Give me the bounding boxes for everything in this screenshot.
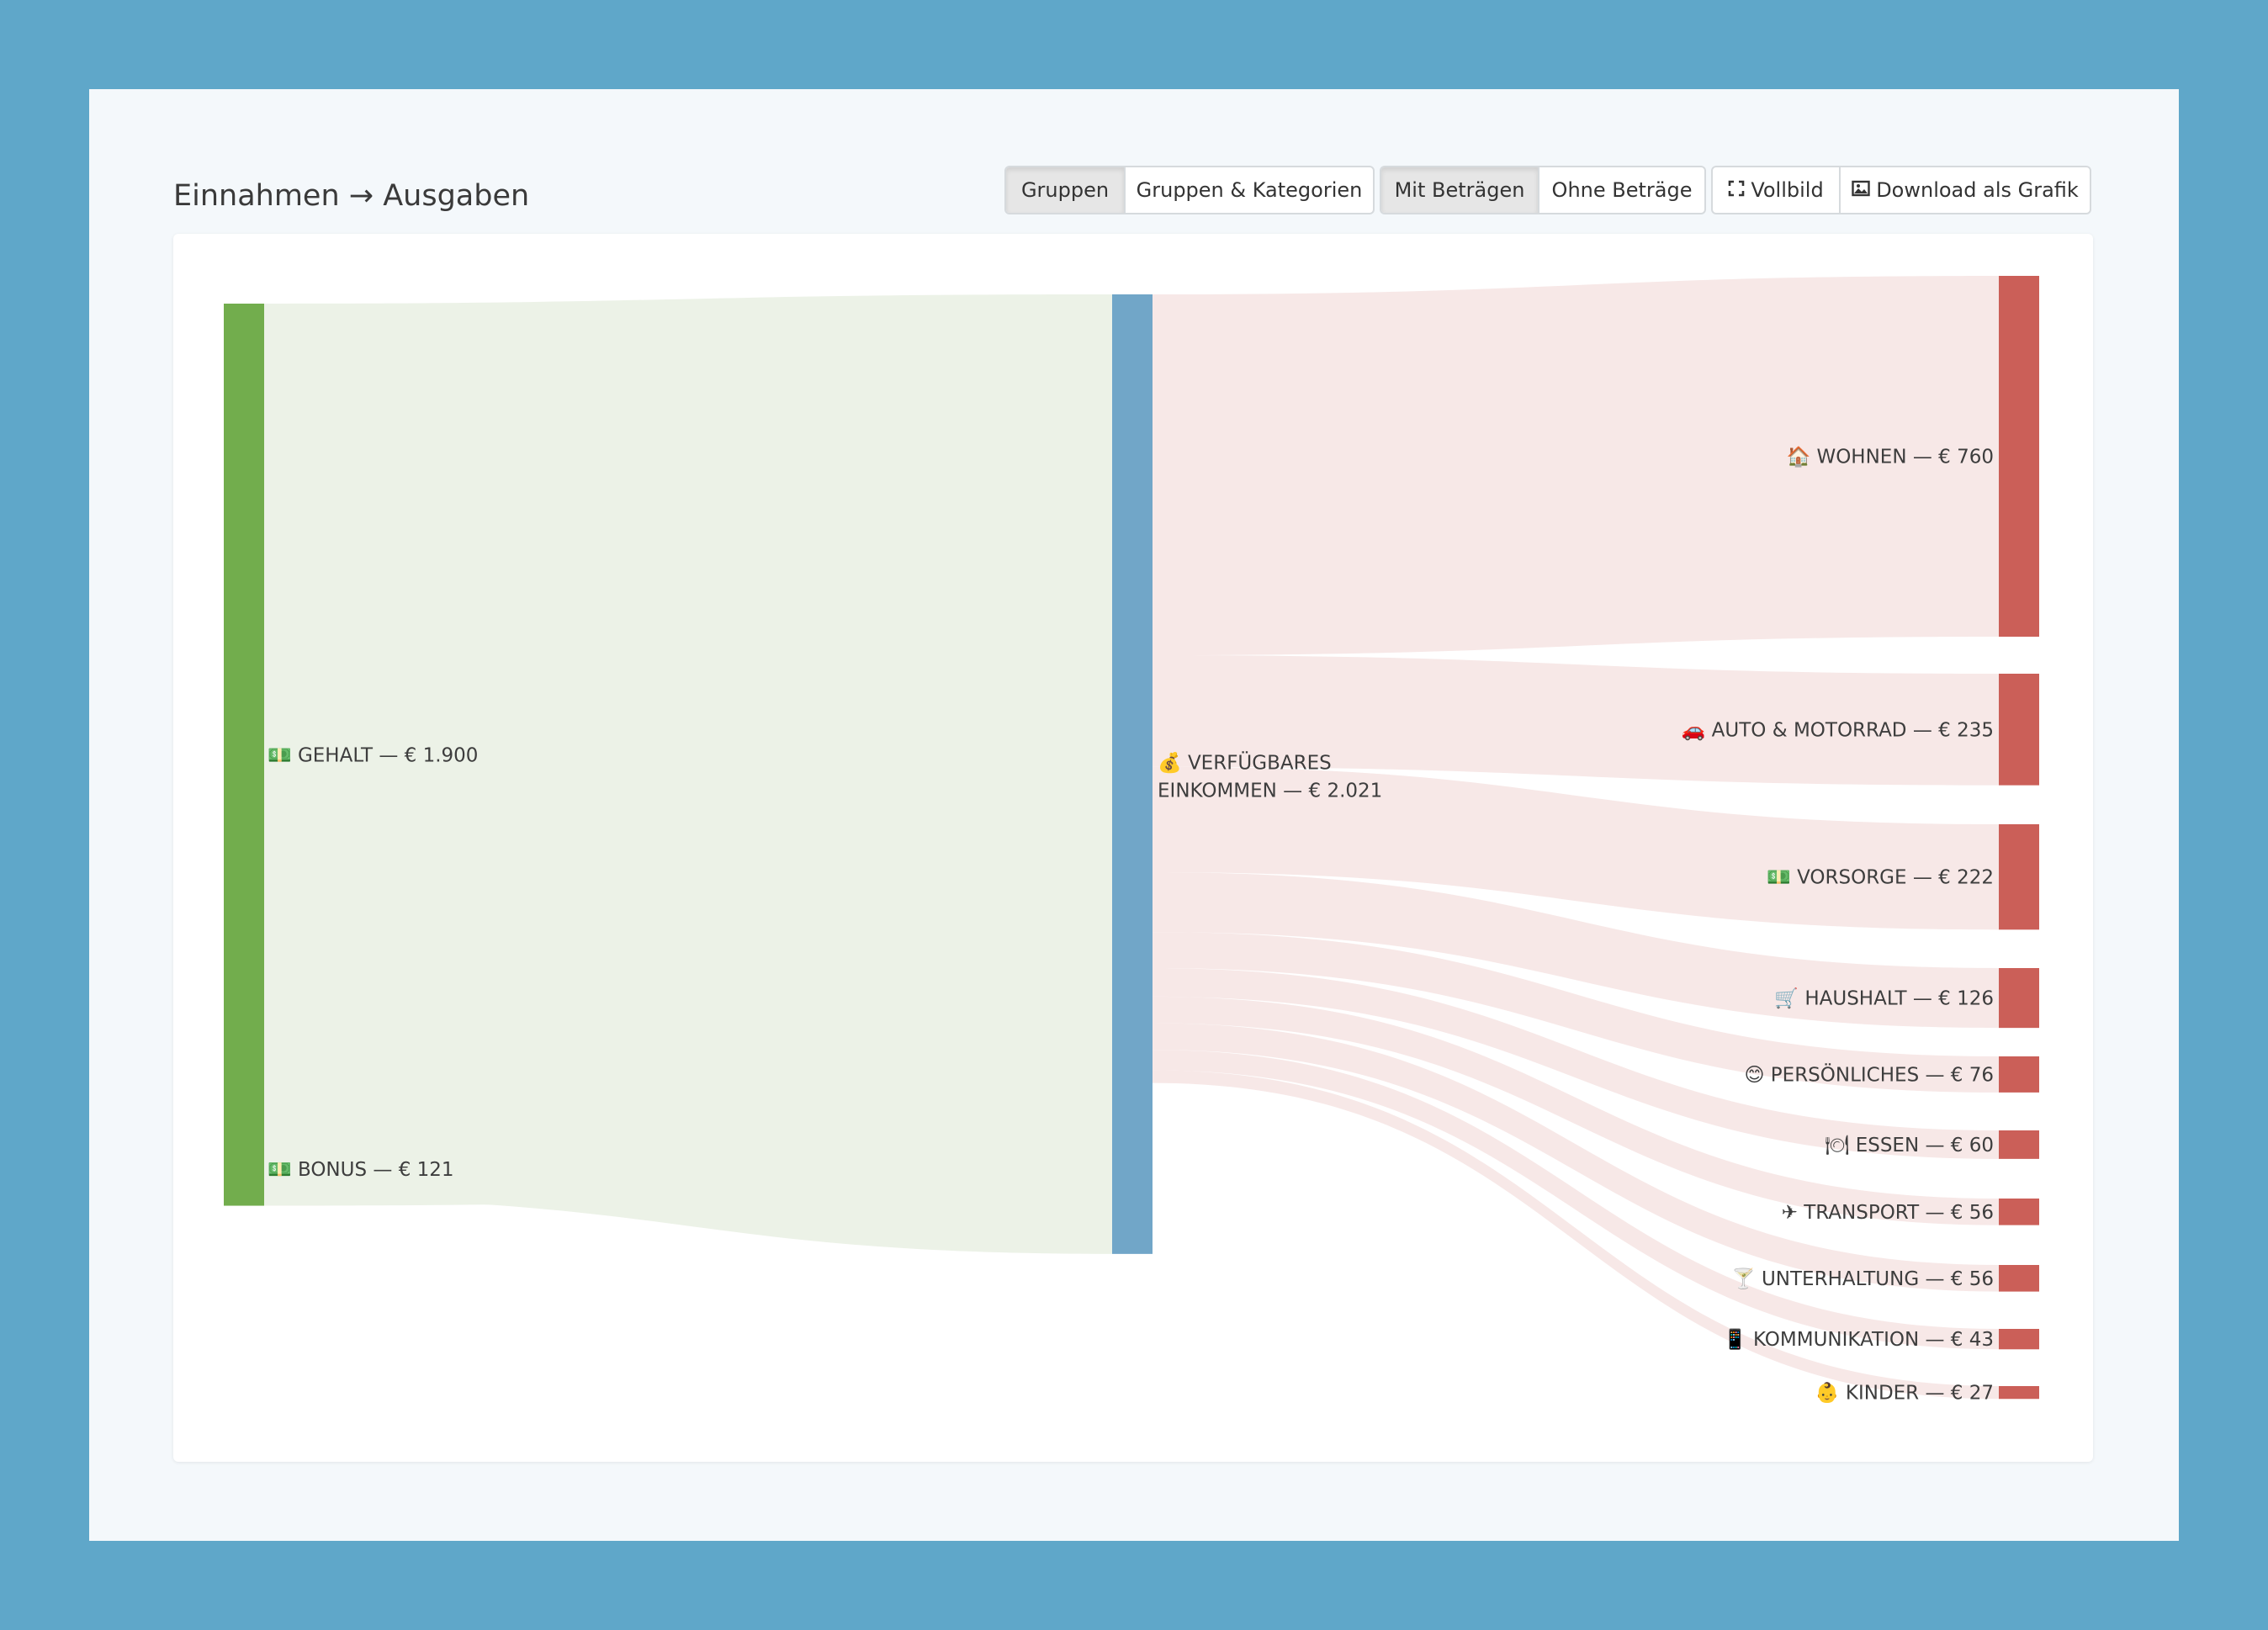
expense-flow xyxy=(1153,1023,1999,1292)
target-node xyxy=(1999,1265,2039,1292)
expense-flow xyxy=(1153,276,1999,656)
amount-toggle: Mit Beträgen Ohne Beträge xyxy=(1380,166,1706,214)
with-amounts-button[interactable]: Mit Beträgen xyxy=(1381,167,1539,213)
target-label: 😊 PERSÖNLICHES — € 76 xyxy=(1745,1062,1995,1086)
expense-flow xyxy=(1153,871,1999,1029)
target-node xyxy=(1999,674,2039,786)
expand-icon xyxy=(1728,178,1745,202)
expense-flow xyxy=(1153,1050,1999,1350)
target-label: 🍽 ESSEN — € 60 xyxy=(1825,1135,1994,1156)
source-node xyxy=(224,1140,264,1199)
center-label-line1: 💰 VERFÜGBARES xyxy=(1158,750,1332,774)
expense-flow xyxy=(1153,968,1999,1159)
target-label: 🍸 UNTERHALTUNG — € 56 xyxy=(1731,1267,1994,1290)
source-label: 💵 GEHALT — € 1.900 xyxy=(268,744,478,766)
target-label: 🛒 HAUSHALT — € 126 xyxy=(1774,987,1994,1010)
target-label: 👶 KINDER — € 27 xyxy=(1815,1382,1994,1405)
target-node xyxy=(1999,1386,2039,1400)
target-label: 🚗 AUTO & MOTORRAD — € 235 xyxy=(1682,719,1994,741)
income-flow xyxy=(264,1140,1112,1254)
labels-layer: 💵 GEHALT — € 1.900 💵 BONUS — € 121 💰 VERFÜ… xyxy=(268,446,1994,1405)
source-label: 💵 BONUS — € 121 xyxy=(268,1159,454,1181)
download-label: Download als Grafik xyxy=(1876,178,2079,202)
center-node xyxy=(1112,294,1153,1254)
target-node xyxy=(1999,824,2039,930)
report-panel: Einnahmen → Ausgaben Gruppen Gruppen & K… xyxy=(89,89,2179,1541)
page-title: Einnahmen → Ausgaben xyxy=(173,179,530,213)
image-icon xyxy=(1852,178,1870,202)
fullscreen-label: Vollbild xyxy=(1751,178,1824,202)
without-amounts-button[interactable]: Ohne Beträge xyxy=(1551,178,1693,202)
expense-flow xyxy=(1153,932,1999,1093)
groups-categories-button[interactable]: Gruppen & Kategorien xyxy=(1136,178,1363,202)
sankey-chart: 💵 GEHALT — € 1.900 💵 BONUS — € 121 💰 VERFÜ… xyxy=(224,276,2039,1405)
download-image-button[interactable]: Download als Grafik xyxy=(1841,167,2090,213)
view-actions: Vollbild Download als Grafik xyxy=(1711,166,2091,214)
sankey-card: 💵 GEHALT — € 1.900 💵 BONUS — € 121 💰 VERFÜ… xyxy=(173,234,2093,1462)
expense-flow xyxy=(1153,996,1999,1225)
groups-button[interactable]: Gruppen xyxy=(1006,167,1126,213)
target-label: 📱 KOMMUNIKATION — € 43 xyxy=(1723,1328,1994,1351)
target-label: 💵 VORSORGE — € 222 xyxy=(1767,867,1994,889)
target-label: ✈ TRANSPORT — € 56 xyxy=(1782,1202,1994,1224)
target-node xyxy=(1999,1329,2039,1350)
income-flow xyxy=(264,294,1112,1206)
target-node xyxy=(1999,1199,2039,1225)
target-node xyxy=(1999,968,2039,1029)
target-node xyxy=(1999,1056,2039,1093)
grouping-toggle: Gruppen Gruppen & Kategorien xyxy=(1004,166,1375,214)
target-node xyxy=(1999,1130,2039,1159)
target-label: 🏠 WOHNEN — € 760 xyxy=(1787,446,1995,468)
flows-layer xyxy=(264,276,1999,1400)
nodes-layer xyxy=(224,276,2039,1400)
fullscreen-button[interactable]: Vollbild xyxy=(1713,167,1841,213)
center-label-line2: EINKOMMEN — € 2.021 xyxy=(1158,780,1382,802)
expense-flow xyxy=(1153,1070,1999,1400)
source-node xyxy=(224,304,264,1206)
expense-flow xyxy=(1153,655,1999,786)
target-node xyxy=(1999,276,2039,638)
expense-flow xyxy=(1153,766,1999,930)
